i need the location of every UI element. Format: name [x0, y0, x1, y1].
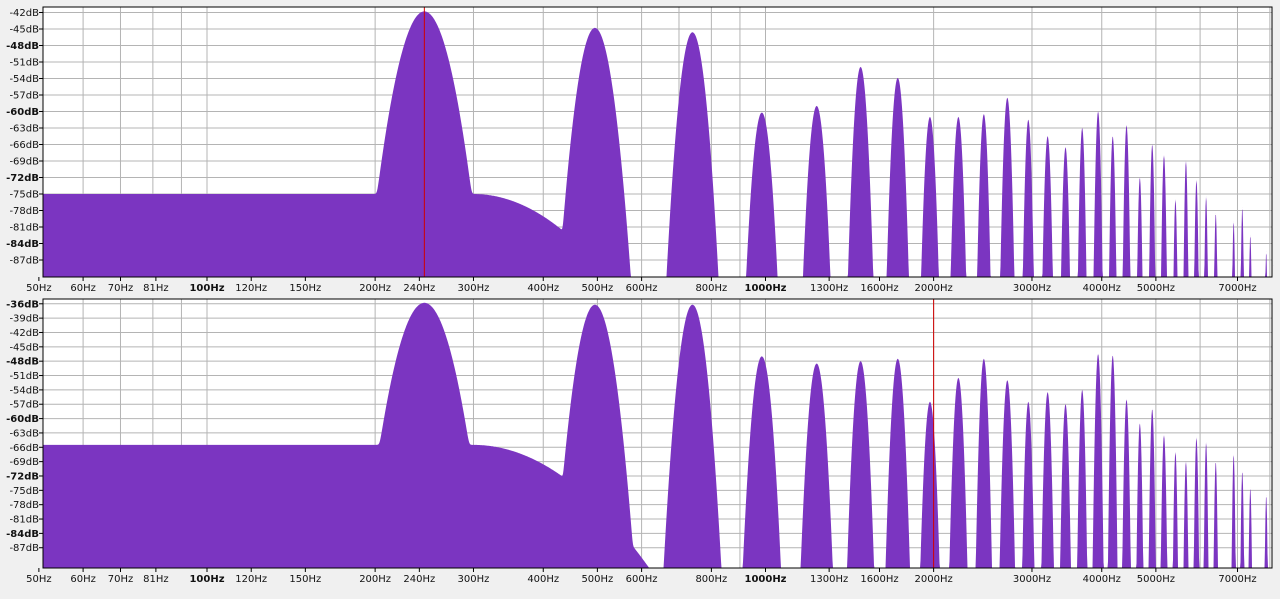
y-tick-label: -36dB	[6, 299, 39, 310]
x-tick-label: 81Hz	[143, 283, 169, 294]
x-tick-label: 60Hz	[70, 283, 96, 294]
x-tick-label: 600Hz	[626, 574, 658, 585]
y-tick-label: -54dB	[9, 74, 39, 85]
y-tick-label: -69dB	[9, 157, 39, 168]
x-tick-label: 240Hz	[403, 574, 435, 585]
x-tick-label: 4000Hz	[1083, 283, 1121, 294]
x-tick-label: 150Hz	[289, 283, 321, 294]
x-tick-label: 70Hz	[108, 574, 134, 585]
x-tick-label: 1600Hz	[860, 283, 898, 294]
y-tick-label: -54dB	[9, 385, 39, 396]
x-tick-label: 1000Hz	[744, 574, 786, 585]
x-tick-label: 3000Hz	[1013, 574, 1051, 585]
y-tick-label: -45dB	[9, 342, 39, 353]
y-tick-label: -81dB	[9, 515, 39, 526]
x-tick-label: 60Hz	[70, 574, 96, 585]
x-tick-label: 400Hz	[527, 283, 559, 294]
x-tick-label: 2000Hz	[915, 574, 953, 585]
x-tick-label: 3000Hz	[1013, 283, 1051, 294]
x-tick-label: 800Hz	[695, 574, 727, 585]
y-tick-label: -51dB	[9, 58, 39, 69]
y-tick-label: -84dB	[6, 239, 39, 250]
y-tick-label: -42dB	[9, 8, 39, 19]
x-tick-label: 500Hz	[581, 574, 613, 585]
x-tick-label: 2000Hz	[915, 283, 953, 294]
y-tick-label: -66dB	[9, 443, 39, 454]
x-tick-label: 1300Hz	[810, 574, 848, 585]
x-tick-label: 7000Hz	[1218, 283, 1256, 294]
x-tick-label: 150Hz	[289, 574, 321, 585]
y-tick-label: -48dB	[6, 357, 39, 368]
y-tick-label: -81dB	[9, 223, 39, 234]
y-tick-label: -63dB	[9, 124, 39, 135]
x-tick-label: 100Hz	[189, 283, 224, 294]
y-tick-label: -78dB	[9, 500, 39, 511]
y-tick-label: -60dB	[6, 107, 39, 118]
x-tick-label: 240Hz	[403, 283, 435, 294]
x-tick-label: 1300Hz	[810, 283, 848, 294]
plot-frame	[42, 6, 1273, 278]
x-tick-label: 300Hz	[458, 283, 490, 294]
x-tick-label: 120Hz	[235, 574, 267, 585]
x-tick-label: 200Hz	[359, 574, 391, 585]
x-tick-label: 1000Hz	[744, 283, 786, 294]
x-tick-label: 4000Hz	[1083, 574, 1121, 585]
y-tick-label: -84dB	[6, 529, 39, 540]
y-tick-label: -75dB	[9, 190, 39, 201]
plot-frame	[42, 298, 1273, 569]
y-tick-label: -57dB	[9, 91, 39, 102]
y-tick-label: -72dB	[6, 471, 39, 482]
x-tick-label: 800Hz	[695, 283, 727, 294]
y-tick-label: -78dB	[9, 206, 39, 217]
y-tick-label: -48dB	[6, 41, 39, 52]
y-tick-label: -57dB	[9, 400, 39, 411]
y-tick-label: -87dB	[9, 543, 39, 554]
x-tick-label: 5000Hz	[1137, 283, 1175, 294]
x-tick-label: 50Hz	[26, 574, 52, 585]
x-tick-label: 500Hz	[581, 283, 613, 294]
x-tick-label: 70Hz	[108, 283, 134, 294]
y-tick-label: -51dB	[9, 371, 39, 382]
x-tick-label: 1600Hz	[860, 574, 898, 585]
y-tick-label: -72dB	[6, 173, 39, 184]
y-tick-label: -87dB	[9, 256, 39, 267]
y-tick-label: -66dB	[9, 140, 39, 151]
spectrum-area	[43, 11, 1272, 277]
x-tick-label: 200Hz	[359, 283, 391, 294]
y-tick-label: -60dB	[6, 414, 39, 425]
spectrum-panel-2: -36dB -39dB -42dB -45dB -48dB -51dB -54dB -57dB…	[6, 298, 1280, 585]
spectrum-area	[43, 302, 1272, 568]
y-tick-label: -69dB	[9, 457, 39, 468]
x-tick-label: 50Hz	[26, 283, 52, 294]
x-tick-label: 120Hz	[235, 283, 267, 294]
x-tick-label: 600Hz	[626, 283, 658, 294]
x-tick-label: 400Hz	[527, 574, 559, 585]
spectrum-panel-1: -42dB -45dB -48dB -51dB -54dB -57dB -60dB -63dB…	[6, 6, 1280, 294]
x-tick-label: 81Hz	[143, 574, 169, 585]
y-tick-label: -42dB	[9, 328, 39, 339]
x-tick-label: 7000Hz	[1218, 574, 1256, 585]
y-tick-label: -45dB	[9, 25, 39, 36]
x-tick-label: 100Hz	[189, 574, 224, 585]
y-tick-label: -63dB	[9, 428, 39, 439]
y-tick-label: -75dB	[9, 486, 39, 497]
x-tick-label: 300Hz	[458, 574, 490, 585]
y-tick-label: -39dB	[9, 314, 39, 325]
x-tick-label: 5000Hz	[1137, 574, 1175, 585]
